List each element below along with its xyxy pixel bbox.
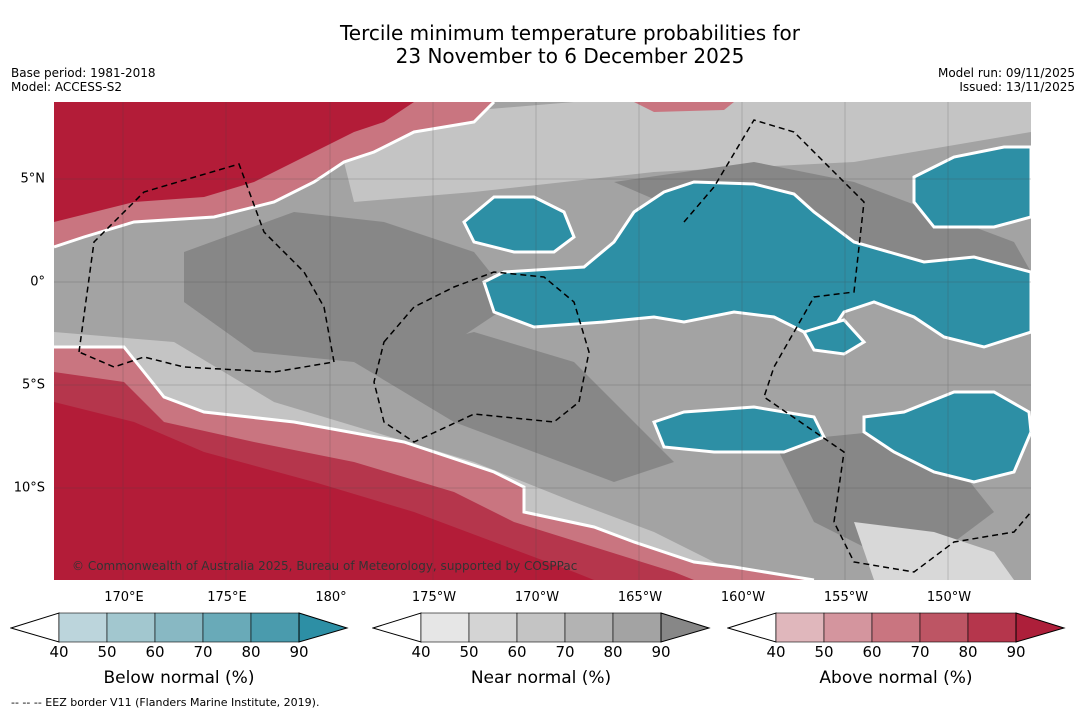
cb-near-title: Near normal (%)	[470, 668, 612, 688]
cb-above-tick-50: 50	[814, 643, 834, 661]
cb-below-tick-80: 80	[241, 643, 261, 661]
colorbar-above-cell	[871, 612, 921, 643]
cb-below-tick-90: 90	[289, 643, 309, 661]
colorbar-below	[10, 612, 349, 643]
colorbar-below-cell	[202, 612, 252, 643]
meta-right: Model run: 09/11/2025 Issued: 13/11/2025	[938, 66, 1075, 94]
colorbar-near-cell	[612, 612, 662, 643]
cb-below-tick-60: 60	[145, 643, 165, 661]
cb-near-tick-90: 90	[651, 643, 671, 661]
colorbar-below-cell	[58, 612, 108, 643]
below-normal-north-east	[912, 145, 1031, 229]
above-normal-north-strip	[634, 102, 734, 112]
colorbar-below-cell	[250, 612, 300, 643]
below-normal-small-east	[801, 318, 867, 356]
colorbar-near-cell	[420, 612, 470, 643]
colorbar-near-cell	[516, 612, 566, 643]
cb-below-title: Below normal (%)	[103, 668, 255, 688]
cb-near-tick-50: 50	[459, 643, 479, 661]
cb-above-tick-70: 70	[910, 643, 930, 661]
colorbar-above-cell	[823, 612, 873, 643]
graticule	[54, 102, 1031, 580]
lon-label-165w: 165°W	[617, 590, 663, 605]
above-normal-boundary	[54, 102, 496, 249]
below-normal-north-central	[482, 180, 1031, 349]
cb-below-tick-40: 40	[49, 643, 69, 661]
base-period: Base period: 1981-2018	[11, 66, 156, 80]
cb-above-tick-40: 40	[766, 643, 786, 661]
colorbar-above-cell	[775, 612, 825, 643]
colorbar-near-cell	[468, 612, 518, 643]
model-run: Model run: 09/11/2025	[937, 66, 1075, 80]
below-normal-south-east	[862, 390, 1031, 484]
title-line-2: 23 November to 6 December 2025	[395, 44, 745, 68]
colorbar-above-cell	[919, 612, 969, 643]
lon-label-170w: 170°W	[514, 590, 560, 605]
cb-below-tick-50: 50	[97, 643, 117, 661]
colorbar-below-cell	[154, 612, 204, 643]
issued-date: Issued: 13/11/2025	[959, 80, 1075, 94]
meta-left: Base period: 1981-2018 Model: ACCESS-S2	[11, 66, 156, 94]
cb-near-tick-80: 80	[603, 643, 623, 661]
eez-border-central	[373, 271, 590, 443]
cb-above-title: Above normal (%)	[819, 668, 973, 688]
colorbar-near	[372, 612, 711, 643]
model-name: Model: ACCESS-S2	[11, 80, 123, 94]
colorbar-near-cell	[564, 612, 614, 643]
eez-border-east	[683, 119, 1031, 573]
lon-label-150w: 150°W	[926, 590, 972, 605]
copyright-text: © Commonwealth of Australia 2025, Bureau…	[72, 559, 577, 573]
below-normal-small-north	[462, 195, 576, 254]
map-title: Tercile minimum temperature probabilitie…	[0, 22, 1085, 68]
lat-label-0: 0°	[30, 274, 45, 290]
title-line-1: Tercile minimum temperature probabilitie…	[339, 21, 801, 45]
cb-near-tick-60: 60	[507, 643, 527, 661]
lon-label-180: 180°	[315, 590, 347, 605]
lat-label-10s: 10°S	[13, 480, 45, 496]
colorbar-below-cell	[106, 612, 156, 643]
colorbar-below-max-cap	[298, 612, 349, 643]
above-normal-south-west-core	[54, 402, 594, 580]
cb-above-tick-60: 60	[862, 643, 882, 661]
colorbar-above-cell	[967, 612, 1017, 643]
above-normal-boundary-south	[54, 345, 815, 580]
near-normal-dark-central	[354, 332, 674, 482]
near-normal-light-top	[334, 102, 1031, 202]
near-normal-light-south-east	[854, 522, 1014, 580]
cb-below-tick-70: 70	[193, 643, 213, 661]
colorbar-above	[727, 612, 1066, 643]
colorbar-near-min-cap	[372, 612, 422, 643]
cb-near-tick-40: 40	[411, 643, 431, 661]
below-normal-south-central	[652, 405, 827, 454]
cb-above-tick-80: 80	[958, 643, 978, 661]
lon-label-175w: 175°W	[411, 590, 457, 605]
eez-footnote: -- -- -- EEZ border V11 (Flanders Marine…	[11, 696, 320, 709]
lon-label-175e: 175°E	[207, 590, 247, 605]
lat-label-5n: 5°N	[20, 171, 46, 187]
eez-border-west	[78, 163, 335, 373]
colorbar-below-min-cap	[10, 612, 60, 643]
cb-above-tick-90: 90	[1006, 643, 1026, 661]
lon-label-170e: 170°E	[104, 590, 144, 605]
cb-near-tick-70: 70	[555, 643, 575, 661]
colorbar-above-max-cap	[1015, 612, 1066, 643]
lon-label-155w: 155°W	[823, 590, 869, 605]
lat-label-5s: 5°S	[21, 377, 45, 393]
colorbar-near-max-cap	[660, 612, 711, 643]
probability-map: © Commonwealth of Australia 2025, Bureau…	[54, 102, 1031, 580]
near-normal-dark-west	[184, 212, 514, 362]
lon-label-160w: 160°W	[720, 590, 766, 605]
colorbar-above-min-cap	[727, 612, 777, 643]
